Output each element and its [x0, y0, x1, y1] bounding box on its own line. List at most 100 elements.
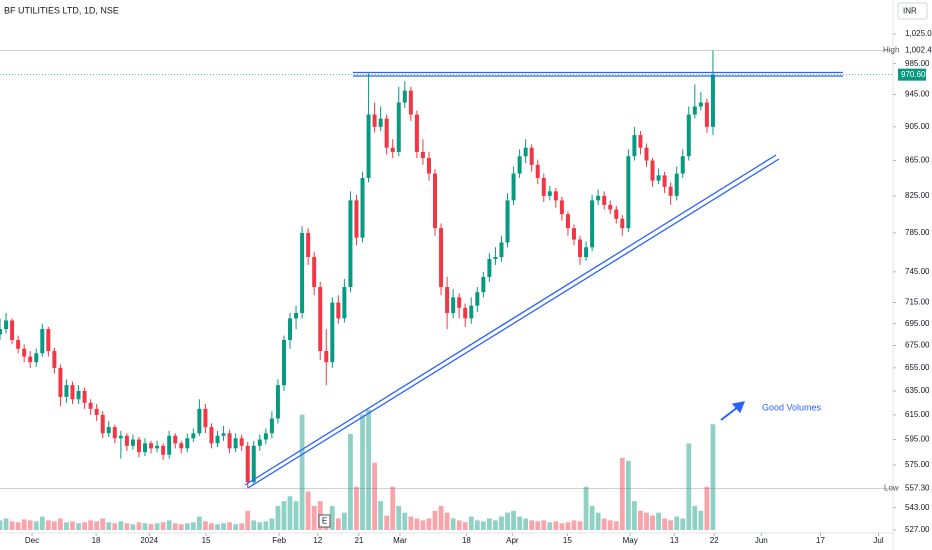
volume-bar — [335, 518, 341, 530]
volume-bar — [184, 523, 190, 530]
volume-bar — [541, 520, 547, 530]
volume-bar — [136, 522, 142, 530]
x-tick-label: 18 — [92, 536, 101, 545]
candle-body — [372, 114, 377, 127]
earnings-marker[interactable] — [318, 514, 331, 528]
candle-body — [517, 156, 522, 174]
volume-bar — [378, 501, 384, 530]
candle-body — [179, 443, 184, 449]
x-tick-label: 22 — [710, 536, 719, 545]
volume-bar — [281, 501, 287, 530]
volume-bar — [160, 522, 166, 530]
volume-bar — [257, 522, 263, 530]
candle-body — [34, 353, 39, 363]
volume-bar — [674, 516, 680, 530]
volume-bar — [178, 524, 184, 530]
candle-body — [596, 195, 601, 201]
volume-bar — [704, 486, 710, 530]
volume-bar — [487, 518, 492, 530]
volume-bar — [523, 518, 529, 530]
candle-body — [396, 102, 401, 152]
volume-bar — [33, 521, 39, 530]
price-pane — [0, 50, 715, 489]
candle-body — [541, 177, 546, 196]
candle-body — [257, 439, 262, 446]
candle-body — [245, 445, 250, 483]
candle-body — [360, 177, 365, 238]
candle-body — [584, 247, 589, 258]
candle-body — [197, 408, 202, 434]
candle-body — [390, 147, 395, 152]
x-tick-label: 12 — [313, 536, 322, 545]
candle-body — [167, 435, 172, 455]
volume-bar — [511, 510, 516, 530]
volume-bar — [239, 523, 245, 530]
candle-body — [76, 391, 81, 400]
x-tick-label: Jul — [873, 536, 883, 545]
volume-bar — [15, 522, 21, 530]
earnings-label: E — [322, 517, 327, 526]
last-price-value: 970.60 — [901, 70, 926, 79]
volume-bar — [9, 521, 15, 530]
candle-body — [698, 102, 703, 107]
volume-bar — [444, 512, 450, 530]
currency-button[interactable] — [897, 2, 928, 20]
candle-body — [263, 433, 268, 440]
volume-bar — [517, 516, 523, 530]
candle-body — [481, 276, 486, 293]
volume-bar — [408, 516, 414, 530]
volume-bar — [203, 521, 208, 530]
x-tick-label: Apr — [506, 536, 519, 545]
volume-bar — [619, 457, 625, 530]
volume-bar — [166, 520, 172, 530]
candle-body — [88, 402, 93, 409]
volume-bar — [468, 516, 474, 530]
candle-body — [445, 287, 450, 314]
x-tick-label: 17 — [816, 536, 825, 545]
candle-body — [124, 435, 129, 446]
candle-body — [233, 438, 238, 449]
y-tick-label: 543.00 — [905, 503, 930, 512]
candle-body — [28, 356, 33, 363]
candle-body — [674, 173, 679, 196]
candle-body — [571, 228, 576, 240]
candle-body — [191, 433, 196, 439]
volume-bar — [438, 505, 444, 530]
volume-bar — [82, 522, 87, 530]
grid — [0, 50, 893, 489]
volume-bar — [595, 512, 601, 530]
candle-body — [499, 242, 504, 258]
y-tick-label: 595.00 — [905, 435, 930, 444]
volume-bar — [571, 520, 577, 530]
volume-bar — [39, 516, 45, 530]
volume-bar — [432, 510, 438, 530]
support-line — [247, 158, 780, 489]
candle-body — [342, 287, 347, 319]
volume-bar — [305, 491, 311, 530]
high-value: 1,002.40 — [905, 46, 932, 55]
candle-body — [547, 191, 552, 196]
candle-body — [0, 329, 2, 335]
candle-body — [348, 200, 353, 288]
volume-bar — [499, 516, 504, 530]
volume-bar — [553, 521, 559, 530]
candle-body — [354, 200, 359, 238]
volume-bar — [354, 486, 359, 530]
candle-body — [511, 173, 516, 201]
candle-body — [318, 287, 323, 352]
volume-bar — [263, 521, 269, 530]
candle-body — [433, 173, 438, 229]
candle-body — [269, 418, 274, 434]
volume-bar — [402, 512, 408, 530]
candle-body — [294, 313, 299, 319]
candle-body — [58, 367, 63, 397]
candle-body — [710, 74, 715, 127]
volume-bar — [299, 414, 305, 530]
candle-body — [130, 439, 135, 446]
volume-bar — [106, 522, 112, 530]
x-tick-label: 13 — [670, 536, 679, 545]
volume-bar — [58, 518, 63, 530]
currency-label: INR — [903, 7, 917, 16]
volume-bar — [644, 512, 649, 530]
